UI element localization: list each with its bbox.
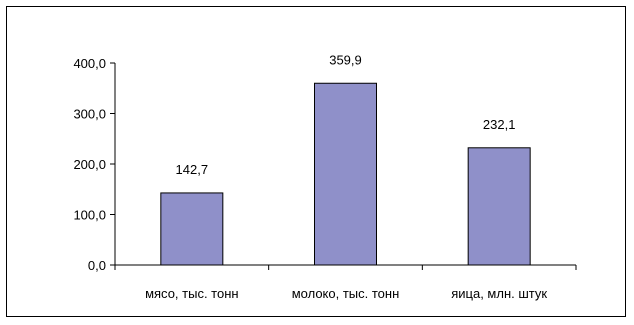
x-category-label: мясо, тыс. тонн: [145, 286, 239, 301]
x-category-label: молоко, тыс. тонн: [292, 286, 400, 301]
chart-labels: 0,0 100,0 200,0 300,0 400,0 142,7 мясо, тыс. т…: [73, 52, 547, 301]
chart-bars: [160, 82, 531, 266]
bar: [467, 147, 531, 266]
bar: [160, 192, 224, 266]
y-tick-label: 200,0: [73, 157, 106, 172]
data-label: 359,9: [329, 52, 362, 67]
y-tick-label: 0,0: [88, 258, 106, 273]
x-category-label: яица, млн. штук: [451, 286, 547, 301]
bar: [314, 82, 377, 266]
data-label: 232,1: [483, 117, 516, 132]
data-label: 142,7: [176, 162, 209, 177]
y-tick-label: 400,0: [73, 56, 106, 71]
y-tick-label: 300,0: [73, 107, 106, 122]
y-tick-label: 100,0: [73, 208, 106, 223]
